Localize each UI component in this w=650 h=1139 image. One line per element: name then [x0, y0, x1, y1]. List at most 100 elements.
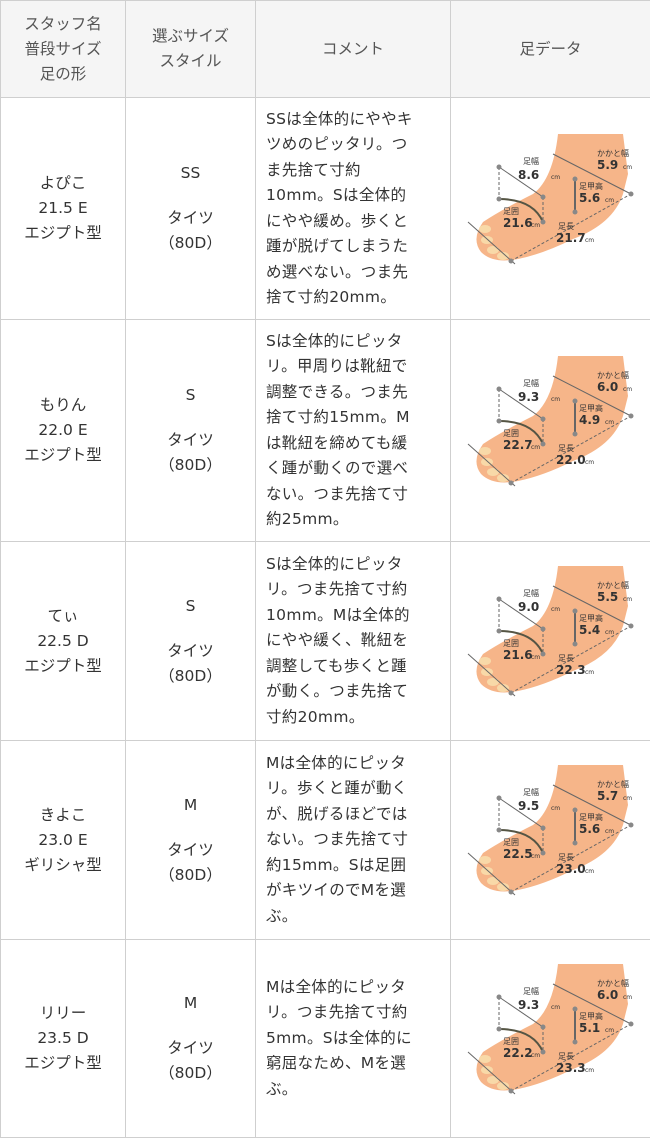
comment-line: 調整できる。つま先 — [266, 382, 408, 401]
comment-line: SSは全体的にややキ — [266, 109, 413, 128]
foot-width-label: 足幅 — [523, 787, 539, 797]
chosen-size: S — [185, 386, 196, 404]
foot-diagram-mark — [572, 608, 578, 614]
comment-line: がキツイのでMを選 — [266, 881, 407, 900]
length-value: 21.7 — [556, 231, 586, 245]
unit: cm — [605, 629, 614, 636]
foot-diagram-mark — [497, 684, 509, 692]
header-staff: スタッフ名 普段サイズ 足の形 — [0, 0, 126, 98]
comment-line: Sは全体的にピッタ — [266, 554, 403, 573]
comment-line: Sは全体的にピッタ — [266, 331, 403, 350]
girth-label: 足囲 — [503, 838, 519, 847]
comment-line: ぶ。 — [266, 906, 298, 925]
comment-line: く踵が動くので選べ — [266, 459, 409, 477]
foot-diagram-mark — [498, 388, 544, 419]
foot-diagram-mark — [628, 623, 634, 629]
foot-diagram-mark — [487, 1075, 499, 1084]
foot-diagram-mark — [498, 166, 544, 197]
foot-diagram-mark — [572, 431, 578, 436]
comment-line: は靴紐を締めても緩 — [266, 433, 408, 452]
foot-diagram-mark — [540, 441, 546, 446]
length-line-toe — [467, 443, 516, 486]
length-value: 22.3 — [556, 663, 586, 677]
length-line-toe — [467, 1051, 516, 1094]
unit: cm — [605, 419, 614, 426]
instep-label: 足甲高 — [579, 403, 603, 413]
instep-value: 5.1 — [579, 1021, 600, 1035]
foot-diagram-mark — [498, 197, 544, 222]
foot-diagram-mark: 足幅 9.0 cm かかと幅 5.5 cm 足甲高 5.4 cm 足囲 21.6… — [503, 580, 632, 677]
foot-diagram-mark — [498, 797, 544, 829]
comment-line: リ。甲周りは靴紐で — [266, 357, 408, 375]
foot-diagram-mark — [540, 416, 546, 421]
unit: cm — [623, 994, 632, 1001]
size-cell: SS タイツ （80D） — [125, 97, 256, 320]
foot-diagram-mark — [479, 224, 491, 233]
foot-diagram-mark — [540, 194, 546, 199]
foot-diagram-mark — [628, 822, 634, 828]
unit: cm — [585, 1067, 594, 1074]
heel-line — [552, 983, 632, 1024]
table-row: リリー 23.5 D エジプト型 M タイツ （80D） Mは全体的にピッタ リ。… — [0, 939, 650, 1138]
foot-diagram-mark — [540, 219, 546, 224]
comment-line: 10mm。Mは全体的 — [266, 605, 410, 624]
chosen-size: SS — [180, 164, 201, 182]
chosen-size: M — [183, 795, 198, 814]
denier: （80D） — [159, 865, 222, 884]
foot-width-label: 足幅 — [523, 156, 539, 166]
foot-diagram: 足幅 9.3 cm かかと幅 6.0 cm 足甲高 4.9 cm 足囲 22.7… — [467, 355, 634, 486]
chosen-size: M — [183, 994, 198, 1012]
usual-size: 23.5 D — [37, 1029, 89, 1047]
size-cell: S タイツ （80D） — [125, 541, 256, 741]
comment-cell: SSは全体的にややキ ツめのピッタリ。つ ま先捨て寸約 10mm。Sは全体的 にやや緩め… — [255, 97, 451, 320]
foot-diagram-mark — [498, 996, 544, 1027]
staff-name: きよこ — [39, 805, 87, 824]
heel-width-value: 5.9 — [597, 158, 618, 172]
table-row: よぴこ 21.5 E エジプト型 SS タイツ （80D） SSは全体的にややキ… — [0, 97, 650, 320]
style: タイツ — [167, 840, 214, 859]
length-label: 足長 — [558, 853, 574, 862]
foot-data-cell: 足幅 9.5 cm かかと幅 5.7 cm 足甲高 5.6 cm 足囲 22.5… — [450, 740, 650, 940]
foot-diagram-mark — [572, 176, 578, 181]
instep-label: 足甲高 — [579, 613, 603, 623]
length-line — [510, 625, 632, 694]
foot-diagram-mark: 足幅 8.6 cm かかと幅 5.9 cm 足甲高 5.6 cm 足囲 21.6… — [503, 148, 632, 245]
staff-name: てぃ — [47, 606, 79, 625]
foot-diagram-mark — [467, 375, 632, 486]
length-line-toe — [467, 653, 516, 697]
foot-diagram-mark — [479, 657, 491, 665]
heel-line — [552, 585, 632, 627]
girth-value: 21.6 — [503, 648, 533, 662]
girth-value: 22.5 — [503, 847, 533, 861]
girth-value: 21.6 — [503, 216, 533, 230]
unit: cm — [531, 444, 540, 451]
unit: cm — [551, 1004, 560, 1011]
foot-diagram-mark — [496, 1026, 502, 1031]
foot-diagram-mark — [479, 856, 509, 891]
foot-diagram-mark — [628, 191, 634, 196]
unit: cm — [623, 386, 632, 393]
instep-value: 5.6 — [579, 822, 600, 836]
staff-cell: もりん 22.0 E エジプト型 — [0, 319, 126, 542]
header-style: スタイル — [159, 52, 222, 70]
girth-value: 22.7 — [503, 438, 533, 452]
foot-diagram-mark — [497, 883, 509, 891]
foot-width-value: 9.3 — [518, 998, 539, 1012]
foot-diagram: 足幅 8.6 cm かかと幅 5.9 cm 足甲高 5.6 cm 足囲 21.6… — [467, 133, 634, 264]
unit: cm — [623, 795, 632, 802]
comment-line: ない。つま先捨て寸 — [266, 830, 409, 849]
foot-illustration — [476, 963, 628, 1090]
foot-diagram-mark — [487, 877, 499, 885]
comment-line: リ。つま先捨て寸約 — [266, 1003, 408, 1022]
girth-label: 足囲 — [503, 429, 519, 438]
heel-width-value: 6.0 — [597, 988, 618, 1002]
foot-diagram-mark — [487, 467, 499, 476]
length-line — [510, 1023, 632, 1091]
foot-diagram-mark — [508, 1088, 514, 1093]
foot-diagram-mark — [487, 245, 499, 254]
foot-width-value: 9.5 — [518, 799, 539, 813]
unit: cm — [531, 1052, 540, 1059]
staff-cell: てぃ 22.5 D エジプト型 — [0, 541, 126, 741]
comment-line: 5mm。Sは全体的に — [266, 1028, 412, 1047]
foot-diagram-mark — [498, 419, 544, 444]
